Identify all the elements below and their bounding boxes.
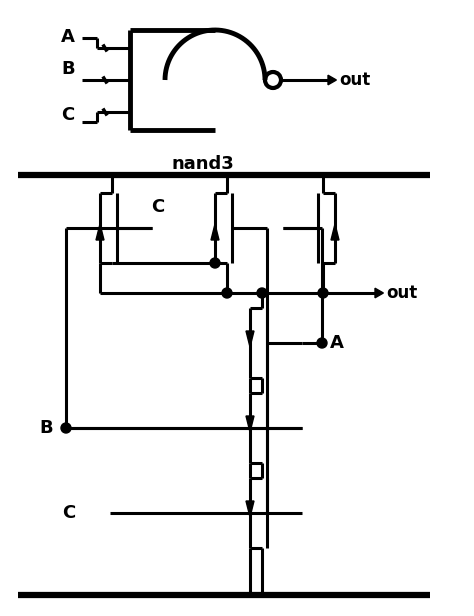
Circle shape [210,258,220,268]
Text: C: C [62,504,75,522]
Polygon shape [375,288,383,298]
Circle shape [257,288,267,298]
Text: out: out [386,284,417,302]
Text: B: B [39,419,53,437]
Text: B: B [61,60,75,78]
Text: out: out [339,71,370,89]
Text: A: A [61,28,75,46]
Polygon shape [328,75,337,85]
Polygon shape [246,331,254,347]
Polygon shape [246,416,254,432]
Circle shape [61,423,71,433]
Polygon shape [96,224,104,240]
Circle shape [222,288,232,298]
Text: C: C [61,106,74,124]
Circle shape [318,288,328,298]
Text: nand3: nand3 [171,155,234,173]
Circle shape [317,338,327,348]
Text: C: C [151,198,164,216]
Text: A: A [330,334,344,352]
Polygon shape [331,224,339,240]
Polygon shape [211,224,219,240]
Polygon shape [246,501,254,517]
